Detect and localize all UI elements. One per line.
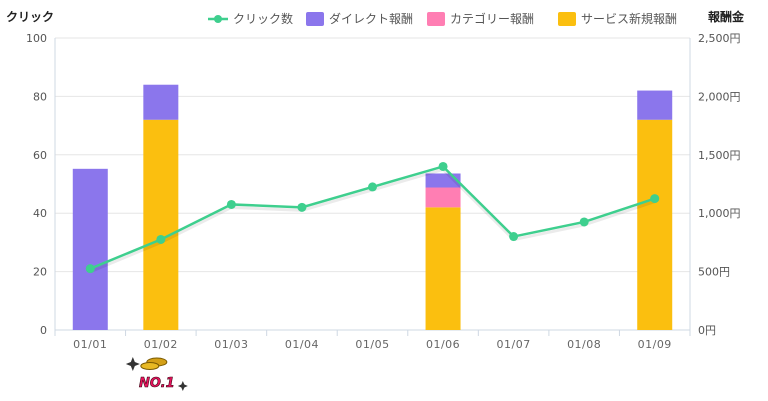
line-layer [85,161,660,274]
left-tick-label: 20 [33,266,47,279]
right-tick-label: 1,500円 [698,149,741,162]
clicks-point [650,194,660,204]
bar-segment [143,119,179,330]
gold-coin [140,362,160,370]
left-tick-label: 100 [26,32,47,45]
bar-segment [143,84,179,120]
legend-label: クリック数 [233,11,293,26]
clicks-point [579,217,589,227]
clicks-point [85,264,95,274]
left-tick-label: 0 [40,324,47,337]
axis-layer: 0 20 40 60 80 100 0円 500円 1,000円 1,500円 2,000円 2,50… [26,32,741,351]
sparkle-icon [125,357,140,371]
legend-swatch [306,12,324,26]
x-tick-label: 01/05 [355,338,389,351]
x-tick-label: 01/04 [285,338,319,351]
right-tick-label: 0円 [698,324,716,337]
x-tick-label: 01/06 [426,338,460,351]
x-tick-label: 01/08 [567,338,601,351]
clicks-point [509,232,519,242]
left-tick-label: 40 [33,207,47,220]
legend: クリック数 ダイレクト報酬 カテゴリー報酬 サービス新規報酬 [208,11,677,26]
bar-segment [425,187,461,208]
left-tick-label: 80 [33,90,47,103]
left-tick-label: 60 [33,149,47,162]
legend-label: サービス新規報酬 [581,11,677,26]
right-tick-label: 2,000円 [698,90,741,103]
sparkle-icon [177,381,188,391]
x-tick-label: 01/09 [638,338,672,351]
x-tick-label: 01/03 [214,338,248,351]
clicks-point [226,199,236,209]
legend-swatch [558,12,576,26]
right-tick-label: 1,000円 [698,207,741,220]
bars-layer [72,84,673,330]
clicks-point [297,202,307,212]
bar-segment [72,168,108,330]
bar-segment [425,173,461,188]
legend-label: カテゴリー報酬 [450,11,534,26]
x-tick-label: 01/01 [73,338,107,351]
bar-segment [637,119,673,330]
x-tick-label: 01/07 [497,338,531,351]
clicks-point [368,182,377,192]
legend-swatch [427,12,445,26]
bar-segment [637,90,673,120]
left-axis-title: クリック [6,10,54,24]
right-tick-label: 2,500円 [698,32,741,45]
bar-segment [425,207,461,330]
right-tick-label: 500円 [698,266,730,279]
legend-line-marker [214,15,222,23]
x-tick-label: 01/02 [144,338,178,351]
legend-label: ダイレクト報酬 [329,11,413,26]
clicks-point [438,161,448,171]
right-axis-title: 報酬金 [708,9,745,24]
rank-badge-text: NO.1 [139,376,175,391]
rank-badge: NO.1 [125,357,188,391]
clicks-point [156,234,166,244]
